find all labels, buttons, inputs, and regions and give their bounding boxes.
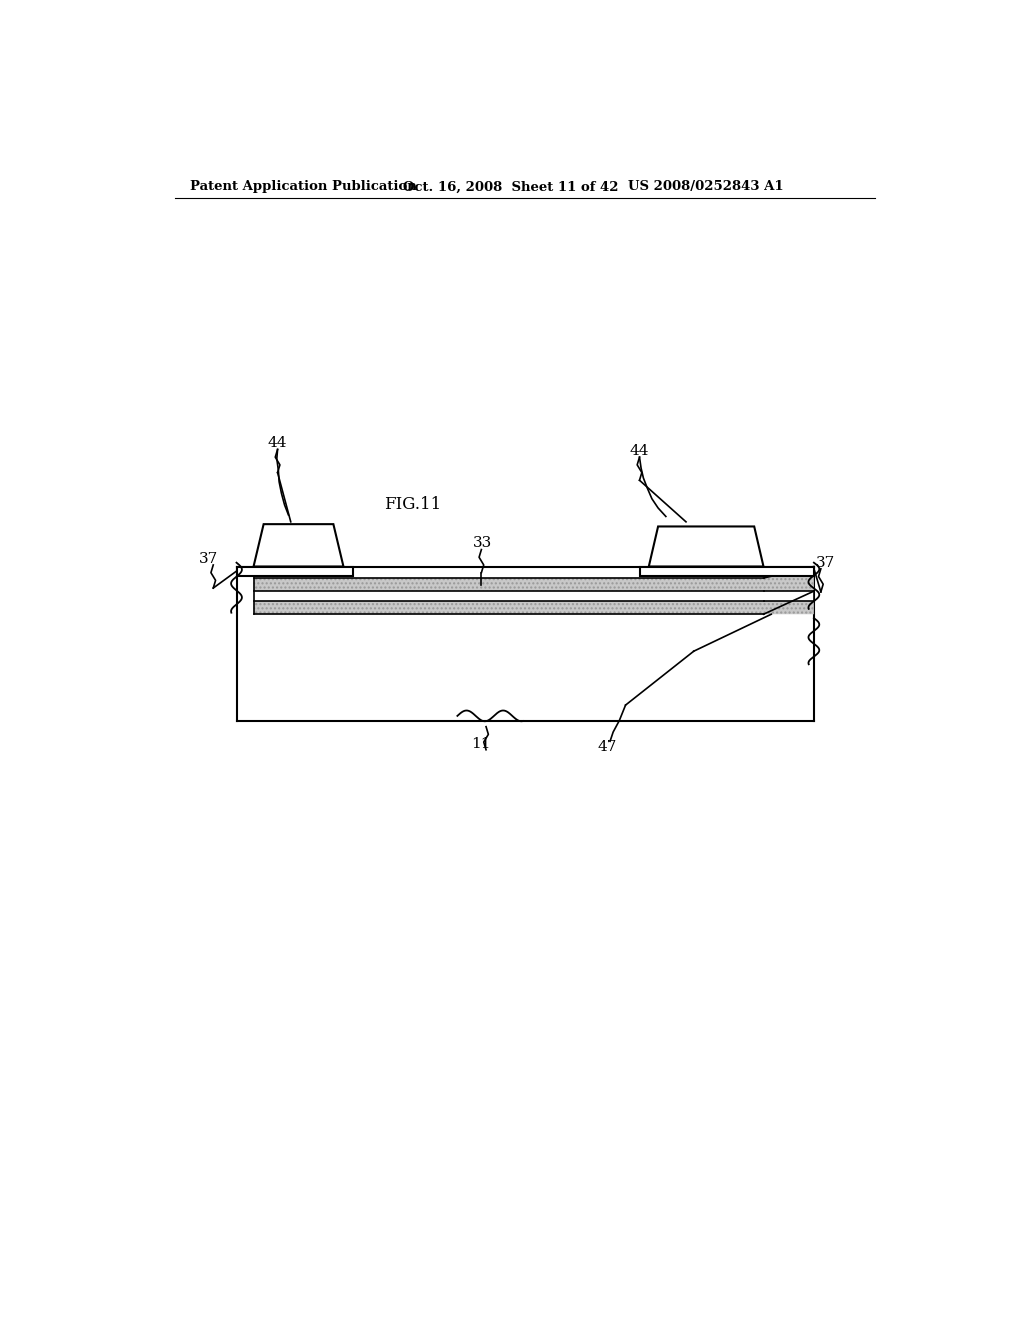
Text: FIG.11: FIG.11	[384, 496, 441, 513]
Text: 44: 44	[630, 444, 649, 458]
Text: 11: 11	[471, 737, 490, 751]
Text: 37: 37	[816, 556, 836, 570]
Polygon shape	[254, 524, 343, 566]
Text: Patent Application Publication: Patent Application Publication	[190, 181, 417, 194]
Text: 33: 33	[473, 536, 493, 550]
Text: 44: 44	[268, 437, 288, 450]
Text: 47: 47	[597, 741, 616, 755]
Polygon shape	[254, 591, 814, 614]
Polygon shape	[640, 566, 814, 576]
Polygon shape	[254, 591, 814, 601]
Text: 37: 37	[199, 552, 218, 566]
Polygon shape	[237, 566, 352, 576]
Text: US 2008/0252843 A1: US 2008/0252843 A1	[628, 181, 783, 194]
Text: Oct. 16, 2008  Sheet 11 of 42: Oct. 16, 2008 Sheet 11 of 42	[403, 181, 618, 194]
Polygon shape	[254, 566, 814, 591]
Polygon shape	[649, 527, 764, 566]
